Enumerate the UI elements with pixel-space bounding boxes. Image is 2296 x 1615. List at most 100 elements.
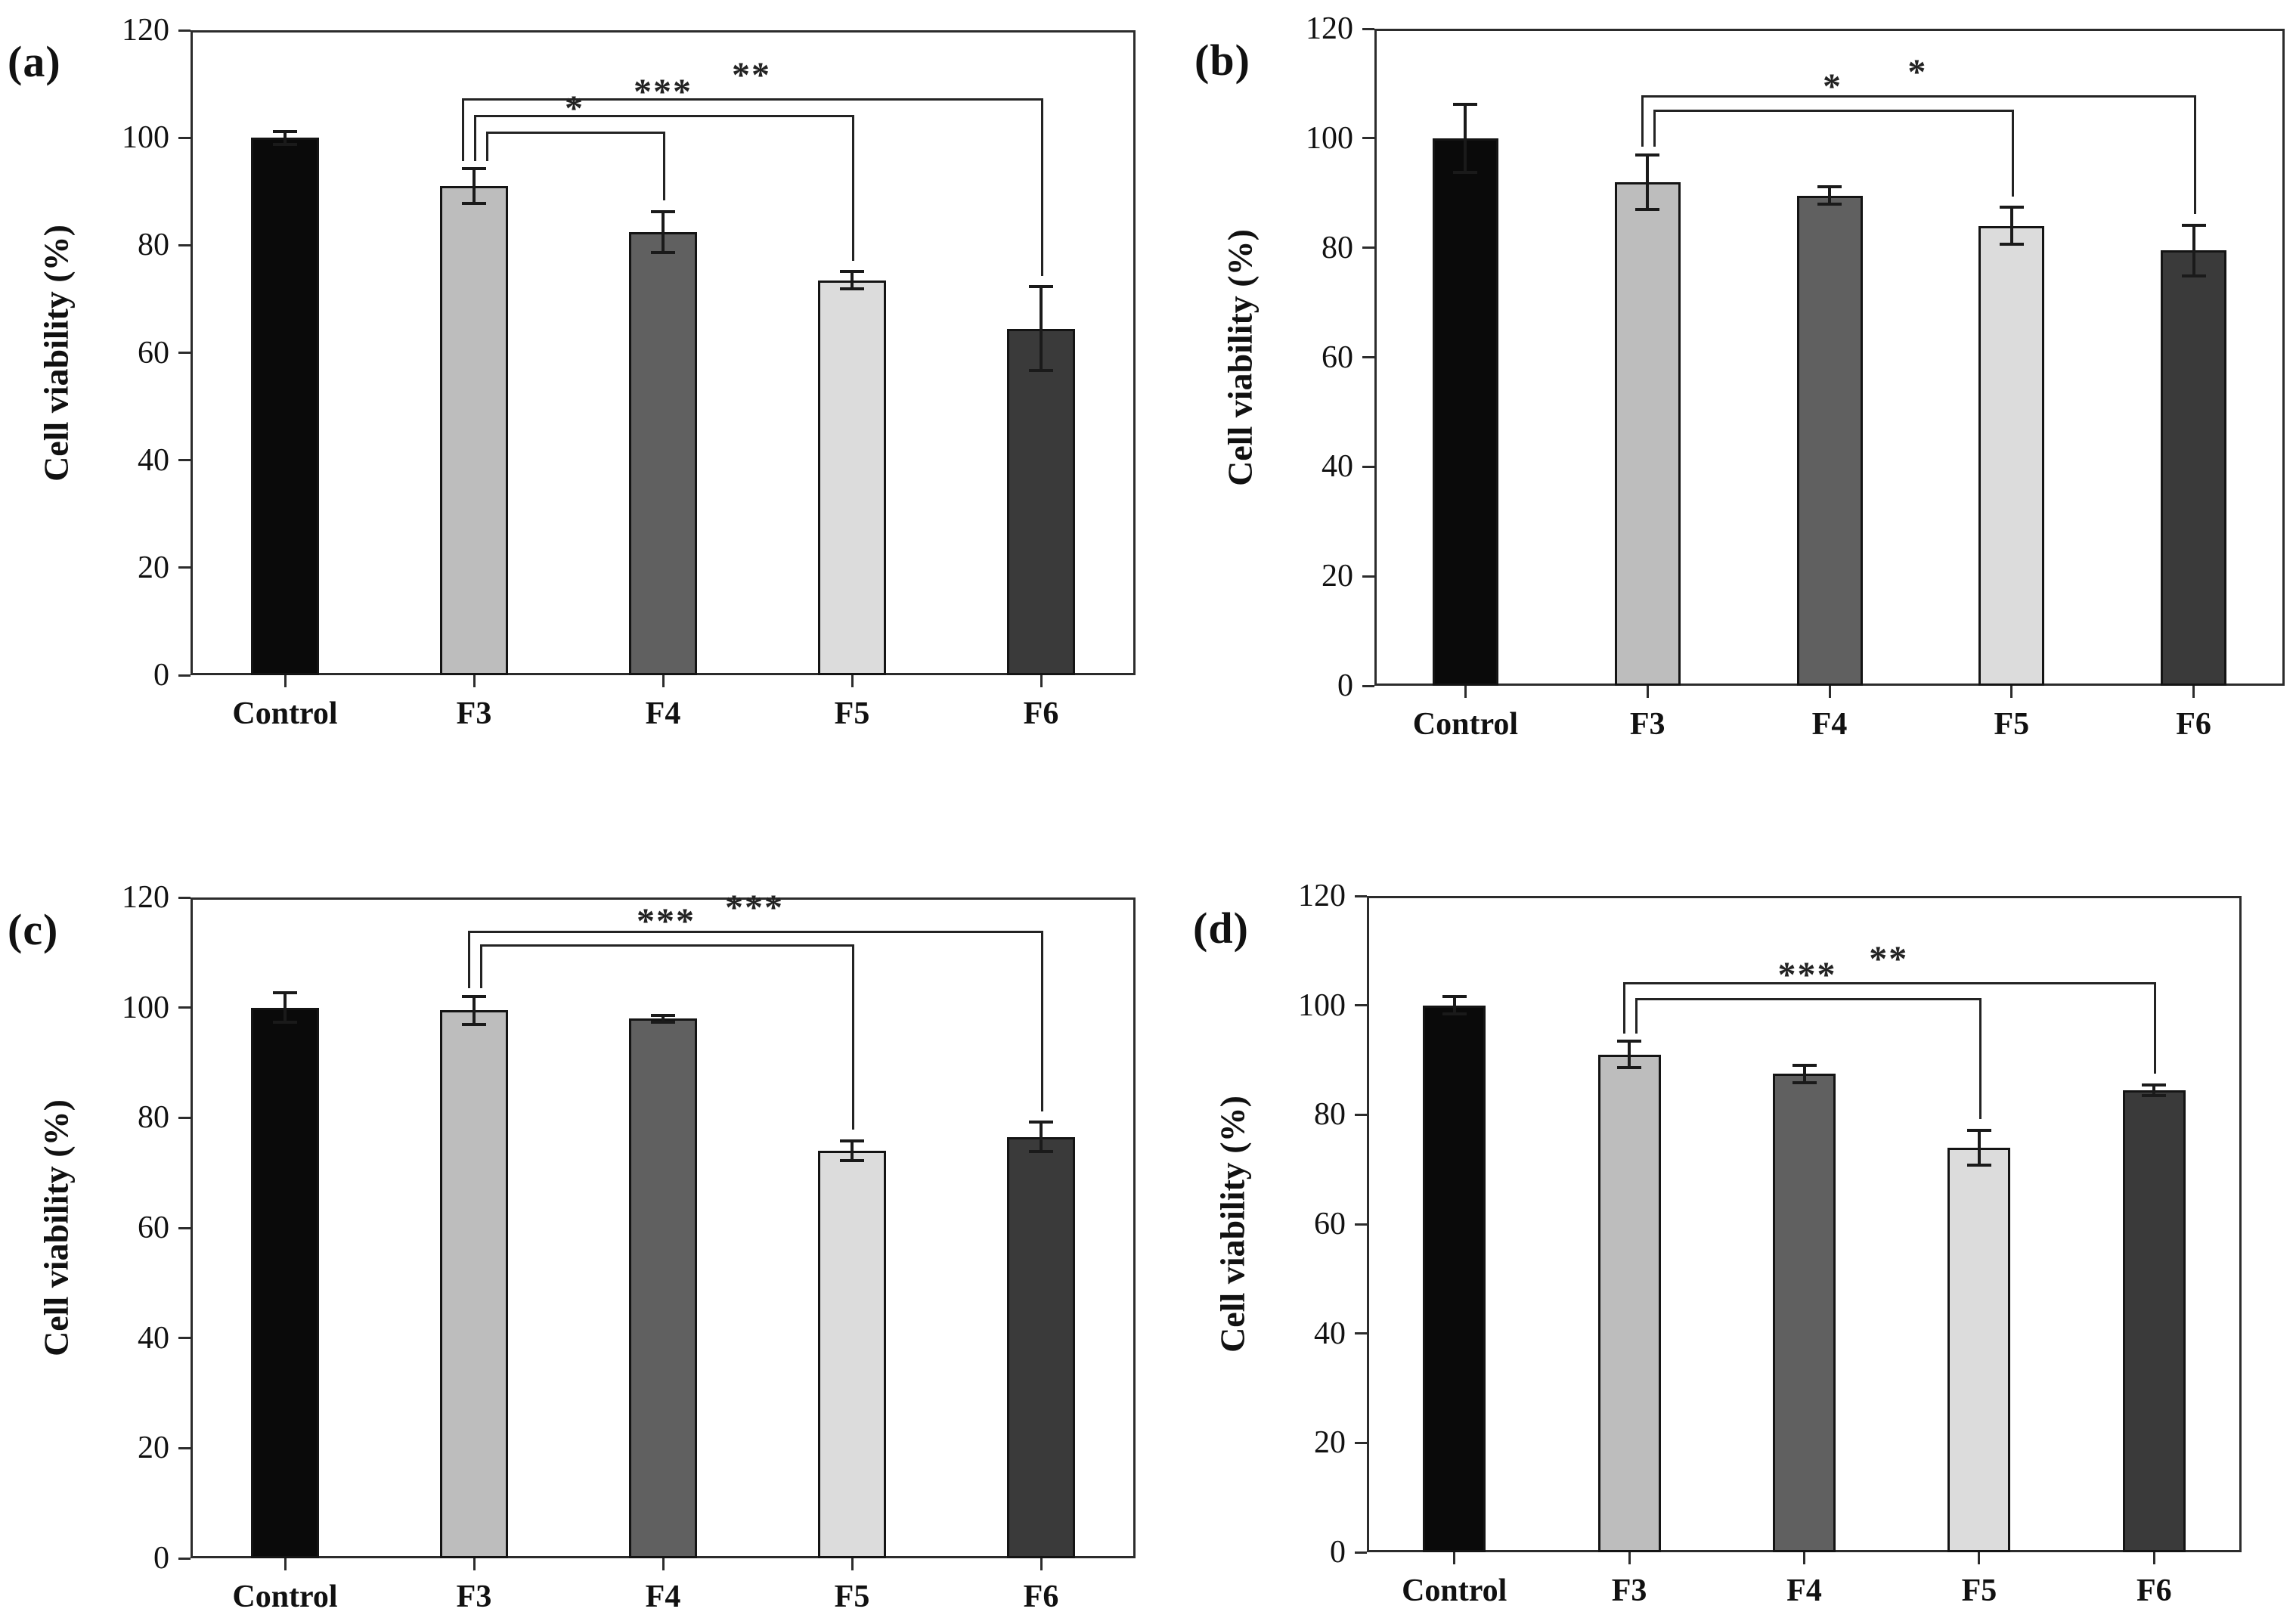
error-cap-bottom [651, 250, 675, 254]
x-category-label-F3: F3 [456, 1579, 492, 1614]
x-tick-mark [2192, 686, 2195, 698]
x-tick-mark [1978, 1552, 1981, 1564]
bar-F5 [818, 280, 886, 675]
x-category-label-Control: Control [1412, 707, 1518, 742]
error-bar-F6 [2192, 225, 2195, 276]
x-tick-mark [1040, 1558, 1043, 1570]
y-tick-mark [178, 243, 191, 246]
bar-Control [1432, 138, 1498, 686]
y-tick-label: 100 [1306, 120, 1353, 156]
y-tick-label: 120 [122, 13, 169, 48]
x-category-label-F5: F5 [1961, 1573, 1997, 1608]
x-category-label-F5: F5 [834, 1579, 870, 1614]
x-tick-mark [662, 675, 665, 687]
error-cap-top [1999, 206, 2024, 209]
y-tick-mark [1355, 1551, 1367, 1554]
error-cap-bottom [1966, 1163, 1991, 1167]
y-tick-label: 0 [1330, 1535, 1346, 1570]
error-cap-bottom [1817, 203, 1842, 206]
error-bar-F4 [1802, 1065, 1806, 1083]
x-tick-mark [284, 675, 287, 687]
error-bar-Control [284, 131, 287, 144]
error-cap-top [2181, 223, 2206, 227]
y-tick-label: 100 [122, 120, 169, 156]
error-cap-bottom [462, 201, 486, 205]
error-cap-top [273, 129, 297, 133]
error-cap-bottom [1999, 243, 2024, 246]
sig-bracket-right-drop [2154, 981, 2157, 1074]
x-category-label-F3: F3 [456, 696, 492, 731]
error-bar-Control [1452, 997, 1456, 1015]
x-category-label-F4: F4 [1786, 1573, 1822, 1608]
error-cap-top [840, 270, 864, 274]
error-bar-Control [1464, 104, 1467, 172]
y-tick-mark [1355, 1004, 1367, 1007]
x-tick-mark [2010, 686, 2013, 698]
error-cap-top [1029, 285, 1053, 289]
y-tick-mark [1355, 1223, 1367, 1226]
error-cap-top [273, 991, 297, 994]
y-tick-mark [178, 1337, 191, 1340]
x-tick-mark [1453, 1552, 1456, 1564]
y-tick-label: 120 [122, 880, 169, 915]
error-cap-bottom [1617, 1066, 1642, 1070]
bar-F6 [1007, 328, 1075, 675]
error-bar-F4 [662, 1015, 665, 1022]
y-tick-mark [1362, 684, 1374, 687]
y-tick-label: 60 [1314, 1207, 1346, 1241]
x-tick-mark [851, 675, 854, 687]
y-tick-mark [178, 29, 191, 32]
x-tick-mark [851, 1558, 854, 1570]
sig-bracket-line [1641, 95, 2196, 98]
y-tick-mark [1362, 27, 1374, 30]
error-cap-top [651, 209, 675, 213]
error-cap-top [1792, 1063, 1817, 1067]
x-category-label-F4: F4 [645, 696, 681, 731]
bar-Control [1423, 1005, 1486, 1552]
y-tick-mark [1355, 1441, 1367, 1444]
y-tick-label: 40 [138, 442, 169, 478]
y-tick-mark [178, 1557, 191, 1560]
y-tick-label: 40 [1322, 449, 1353, 485]
x-category-label-F6: F6 [2136, 1573, 2172, 1608]
x-category-label-F6: F6 [2176, 707, 2211, 742]
error-cap-bottom [273, 1021, 297, 1024]
y-tick-mark [1355, 1113, 1367, 1116]
x-category-label-F5: F5 [834, 696, 870, 731]
y-tick-label: 80 [1322, 230, 1353, 265]
error-bar-F3 [473, 997, 476, 1024]
error-cap-bottom [2181, 274, 2206, 277]
sig-bracket-right-drop [1978, 997, 1982, 1120]
error-cap-top [2142, 1083, 2167, 1086]
error-cap-top [1442, 995, 1467, 999]
y-tick-mark [1362, 356, 1374, 358]
y-axis-title: Cell viability (%) [36, 224, 76, 482]
y-tick-mark [178, 1226, 191, 1229]
y-tick-label: 80 [138, 1100, 169, 1136]
y-tick-mark [1362, 246, 1374, 250]
error-cap-bottom [1453, 170, 1478, 174]
y-tick-label: 80 [1314, 1097, 1346, 1133]
bar-F4 [1796, 195, 1863, 686]
bar-F3 [1597, 1054, 1661, 1552]
y-tick-label: 120 [1306, 11, 1353, 46]
y-tick-mark [178, 1446, 191, 1449]
y-tick-mark [178, 352, 191, 354]
error-cap-top [462, 167, 486, 171]
sig-bracket-line [462, 98, 1043, 101]
bar-F4 [629, 231, 697, 675]
sig-asterisks: * [565, 88, 584, 129]
sig-asterisks: *** [725, 887, 784, 928]
y-tick-label: 20 [138, 1431, 169, 1466]
sig-bracket-left-drop [486, 131, 488, 161]
x-tick-mark [1628, 1552, 1631, 1564]
error-cap-bottom [462, 1022, 486, 1026]
x-tick-mark [1040, 675, 1043, 687]
y-tick-label: 40 [138, 1320, 169, 1356]
sig-bracket-right-drop [663, 131, 665, 201]
sig-bracket-left-drop [474, 114, 476, 161]
sig-bracket-right-drop [852, 114, 854, 261]
bar-F4 [629, 1018, 697, 1558]
error-cap-top [1635, 153, 1660, 157]
panel-label-c: (c) [8, 905, 59, 954]
